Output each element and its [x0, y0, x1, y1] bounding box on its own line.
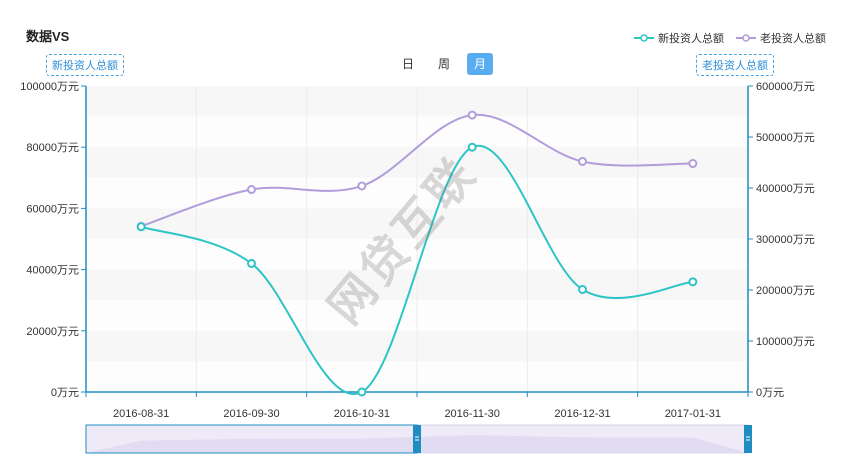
y-right-tick-label: 600000万元 [756, 81, 815, 93]
y-right-tick-label: 300000万元 [756, 234, 815, 246]
legend-item-old-investors[interactable]: 老投资人总额 [736, 30, 826, 46]
data-point [578, 156, 587, 166]
tab-week[interactable]: 周 [437, 57, 450, 71]
data-point [467, 110, 477, 120]
y-left-tick-label: 100000万元 [20, 81, 79, 93]
x-tick-label: 2016-12-31 [554, 408, 610, 420]
x-tick-label: 2016-09-30 [223, 408, 279, 420]
zoom-slider-handle[interactable] [744, 425, 752, 453]
y-left-tick-label: 20000万元 [26, 326, 79, 338]
x-tick-label: 2017-01-31 [665, 408, 721, 420]
y-right-tick-label: 200000万元 [756, 285, 815, 297]
legend: 新投资人总额 老投资人总额 [634, 30, 826, 46]
series-line-old [140, 113, 693, 228]
zoom-slider-handle[interactable] [413, 425, 421, 453]
legend-line-icon [634, 34, 654, 42]
data-point [357, 387, 367, 397]
tab-month[interactable]: 月 [467, 53, 493, 75]
x-tick-label: 2016-08-31 [113, 408, 169, 420]
legend-label: 新投资人总额 [658, 33, 724, 45]
x-tick-label: 2016-11-30 [444, 408, 499, 420]
right-axis-tag: 老投资人总额 [696, 54, 774, 76]
left-axis-tag: 新投资人总额 [46, 54, 124, 76]
x-tick-label: 2016-10-31 [334, 408, 390, 420]
y-left-tick-label: 0万元 [51, 387, 79, 399]
data-point [136, 222, 146, 232]
y-left-tick-label: 40000万元 [26, 265, 79, 277]
y-right-tick-label: 100000万元 [756, 336, 815, 348]
y-right-tick-label: 400000万元 [756, 183, 815, 195]
period-tabs: 日 周 月 [395, 53, 493, 75]
data-point [247, 258, 256, 268]
data-point [688, 277, 698, 287]
y-left-tick-label: 80000万元 [26, 142, 79, 154]
y-right-tick-label: 500000万元 [756, 132, 815, 144]
data-point [688, 159, 698, 169]
legend-item-new-investors[interactable]: 新投资人总额 [634, 30, 724, 46]
tab-day[interactable]: 日 [401, 57, 414, 71]
chart-title: 数据VS [26, 29, 70, 44]
data-point [247, 185, 256, 195]
data-point [467, 142, 477, 152]
legend-label: 老投资人总额 [760, 33, 826, 45]
data-point [357, 181, 367, 191]
y-right-tick-label: 0万元 [756, 387, 784, 399]
y-left-tick-label: 60000万元 [26, 203, 79, 215]
legend-line-icon [736, 34, 756, 42]
data-point [578, 284, 587, 294]
